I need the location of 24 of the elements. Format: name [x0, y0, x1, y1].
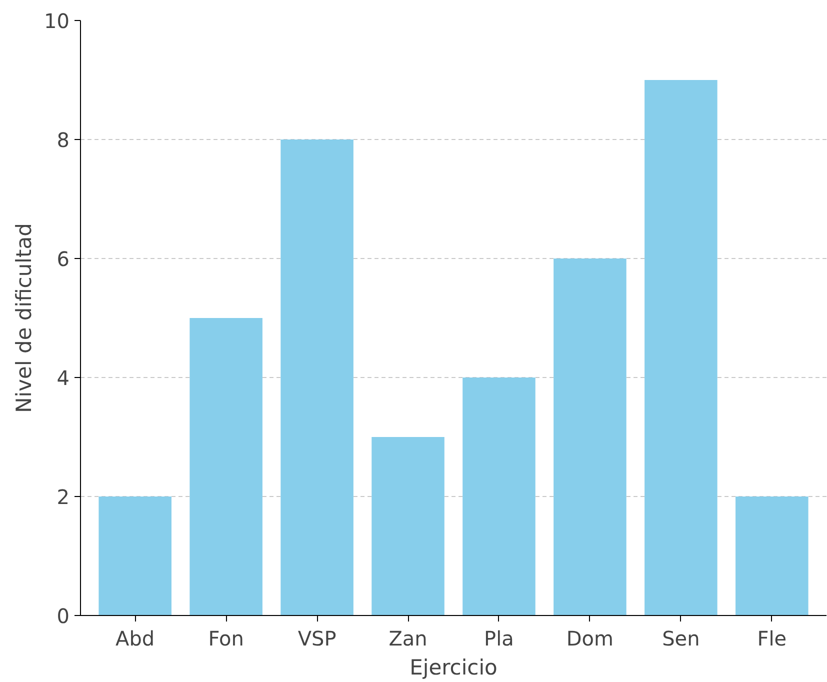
y-axis-title: Nivel de dificultad: [12, 223, 36, 413]
y-tick-label: 8: [56, 128, 70, 152]
bar: [190, 318, 262, 616]
bar: [280, 140, 354, 616]
y-tick-label: 4: [56, 366, 70, 390]
y-tick-label: 0: [56, 604, 70, 628]
y-tick-label: 2: [56, 485, 70, 509]
bar: [736, 496, 808, 616]
bar: [462, 378, 536, 616]
bar: [98, 496, 172, 616]
y-tick-label: 6: [56, 247, 70, 271]
bar: [554, 258, 626, 616]
x-tick-label: Zan: [388, 626, 428, 650]
x-tick-label: VSP: [298, 626, 336, 650]
x-tick-label: Abd: [116, 626, 155, 650]
x-tick-label: Fon: [208, 626, 244, 650]
x-tick-label: Dom: [566, 626, 614, 650]
x-axis-title: Ejercicio: [410, 656, 498, 680]
y-tick-label: 10: [44, 9, 70, 33]
x-tick-label: Fle: [757, 626, 787, 650]
bar: [644, 80, 718, 616]
x-tick-label: Pla: [484, 626, 514, 650]
x-tick-label: Sen: [662, 626, 700, 650]
bar: [372, 437, 444, 616]
